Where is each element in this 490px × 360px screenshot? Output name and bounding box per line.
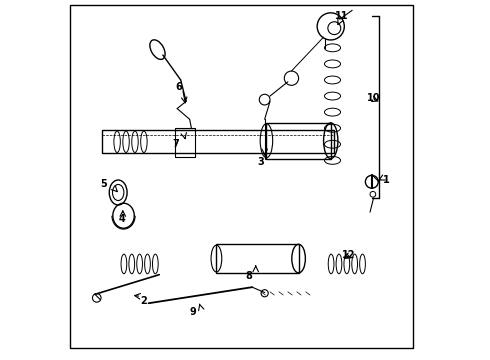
- Bar: [267, 123, 331, 158]
- Text: 7: 7: [172, 139, 179, 149]
- Text: 8: 8: [245, 271, 252, 282]
- Text: 9: 9: [190, 307, 196, 317]
- Text: 6: 6: [175, 82, 182, 92]
- Text: 4: 4: [119, 214, 125, 224]
- Text: 3: 3: [258, 157, 265, 167]
- Text: 5: 5: [100, 179, 107, 189]
- Text: 12: 12: [342, 250, 355, 260]
- Bar: [175, 128, 195, 157]
- Text: 10: 10: [367, 93, 380, 103]
- Text: 2: 2: [140, 296, 147, 306]
- Text: 11: 11: [335, 11, 348, 21]
- Bar: [102, 130, 334, 153]
- Bar: [217, 244, 298, 273]
- Text: 1: 1: [383, 175, 390, 185]
